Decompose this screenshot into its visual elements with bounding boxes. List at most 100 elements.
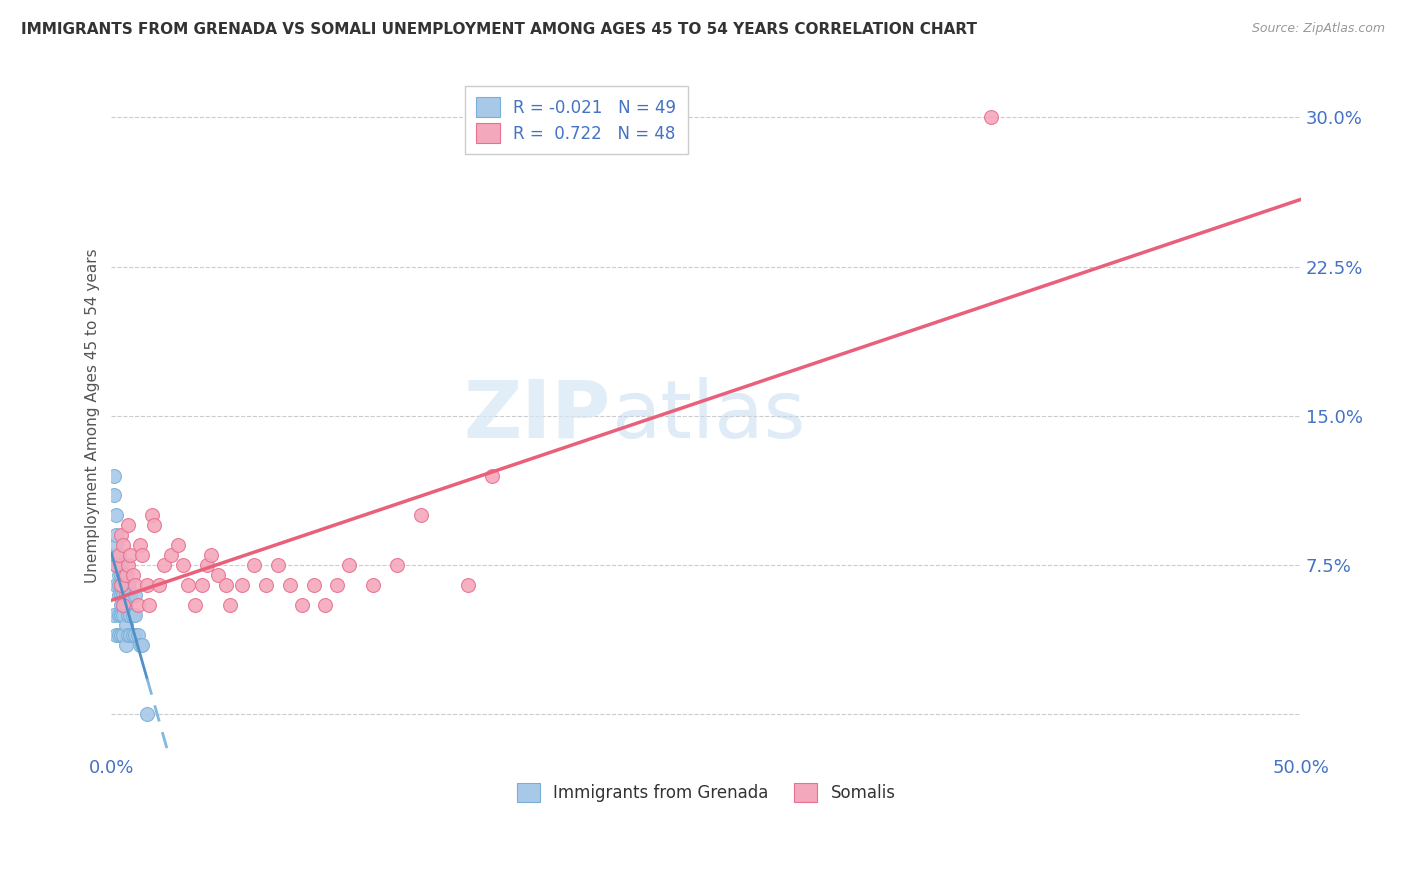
Point [131,548,153,562]
Point [114,598,136,612]
Point [302,578,325,592]
Point [110,528,132,542]
Point [114,568,136,582]
Point [143,518,166,533]
Point [107,628,129,642]
Point [105,508,128,523]
Point [112,607,135,622]
Point [117,588,139,602]
Point [103,468,125,483]
Point [110,598,132,612]
Point [110,578,132,592]
Point [195,558,218,573]
Point [105,538,128,552]
Point [107,568,129,582]
Point [129,638,152,652]
Point [131,638,153,652]
Point [117,518,139,533]
Point [107,548,129,562]
Point [107,588,129,602]
Point [136,707,159,722]
Point [127,598,149,612]
Point [121,628,143,642]
Point [117,578,139,592]
Point [110,568,132,582]
Point [121,607,143,622]
Point [105,558,128,573]
Point [152,558,174,573]
Point [112,588,135,602]
Point [136,578,159,592]
Point [254,578,277,592]
Point [337,558,360,573]
Legend: Immigrants from Grenada, Somalis: Immigrants from Grenada, Somalis [505,771,907,814]
Point [172,558,194,573]
Point [409,508,432,523]
Point [124,628,146,642]
Point [231,578,253,592]
Point [112,598,135,612]
Point [112,578,135,592]
Point [361,578,384,592]
Point [120,628,142,642]
Point [124,607,146,622]
Point [117,628,139,642]
Point [314,598,336,612]
Point [110,628,132,642]
Point [120,607,142,622]
Point [121,568,143,582]
Point [326,578,349,592]
Text: Source: ZipAtlas.com: Source: ZipAtlas.com [1251,22,1385,36]
Point [105,528,128,542]
Point [200,548,222,562]
Point [114,588,136,602]
Point [107,607,129,622]
Point [214,578,236,592]
Point [183,598,205,612]
Point [112,598,135,612]
Point [105,548,128,562]
Point [110,578,132,592]
Point [291,598,314,612]
Point [110,558,132,573]
Point [114,638,136,652]
Point [129,538,152,552]
Y-axis label: Unemployment Among Ages 45 to 54 years: Unemployment Among Ages 45 to 54 years [86,249,100,583]
Point [481,468,503,483]
Point [107,578,129,592]
Point [148,578,170,592]
Point [176,578,198,592]
Point [120,588,142,602]
Point [117,558,139,573]
Point [167,538,190,552]
Point [141,508,163,523]
Text: ZIP: ZIP [464,376,610,455]
Point [110,607,132,622]
Point [124,588,146,602]
Point [127,628,149,642]
Text: atlas: atlas [610,376,806,455]
Point [385,558,408,573]
Point [138,598,160,612]
Point [457,578,479,592]
Point [114,617,136,632]
Text: IMMIGRANTS FROM GRENADA VS SOMALI UNEMPLOYMENT AMONG AGES 45 TO 54 YEARS CORRELA: IMMIGRANTS FROM GRENADA VS SOMALI UNEMPL… [21,22,977,37]
Point [243,558,266,573]
Point [219,598,242,612]
Point [980,110,1002,124]
Point [124,578,146,592]
Point [112,538,135,552]
Point [107,558,129,573]
Point [207,568,229,582]
Point [191,578,214,592]
Point [105,578,128,592]
Point [103,607,125,622]
Point [112,628,135,642]
Point [117,607,139,622]
Point [120,548,142,562]
Point [112,568,135,582]
Point [105,628,128,642]
Point [103,488,125,502]
Point [267,558,290,573]
Point [160,548,183,562]
